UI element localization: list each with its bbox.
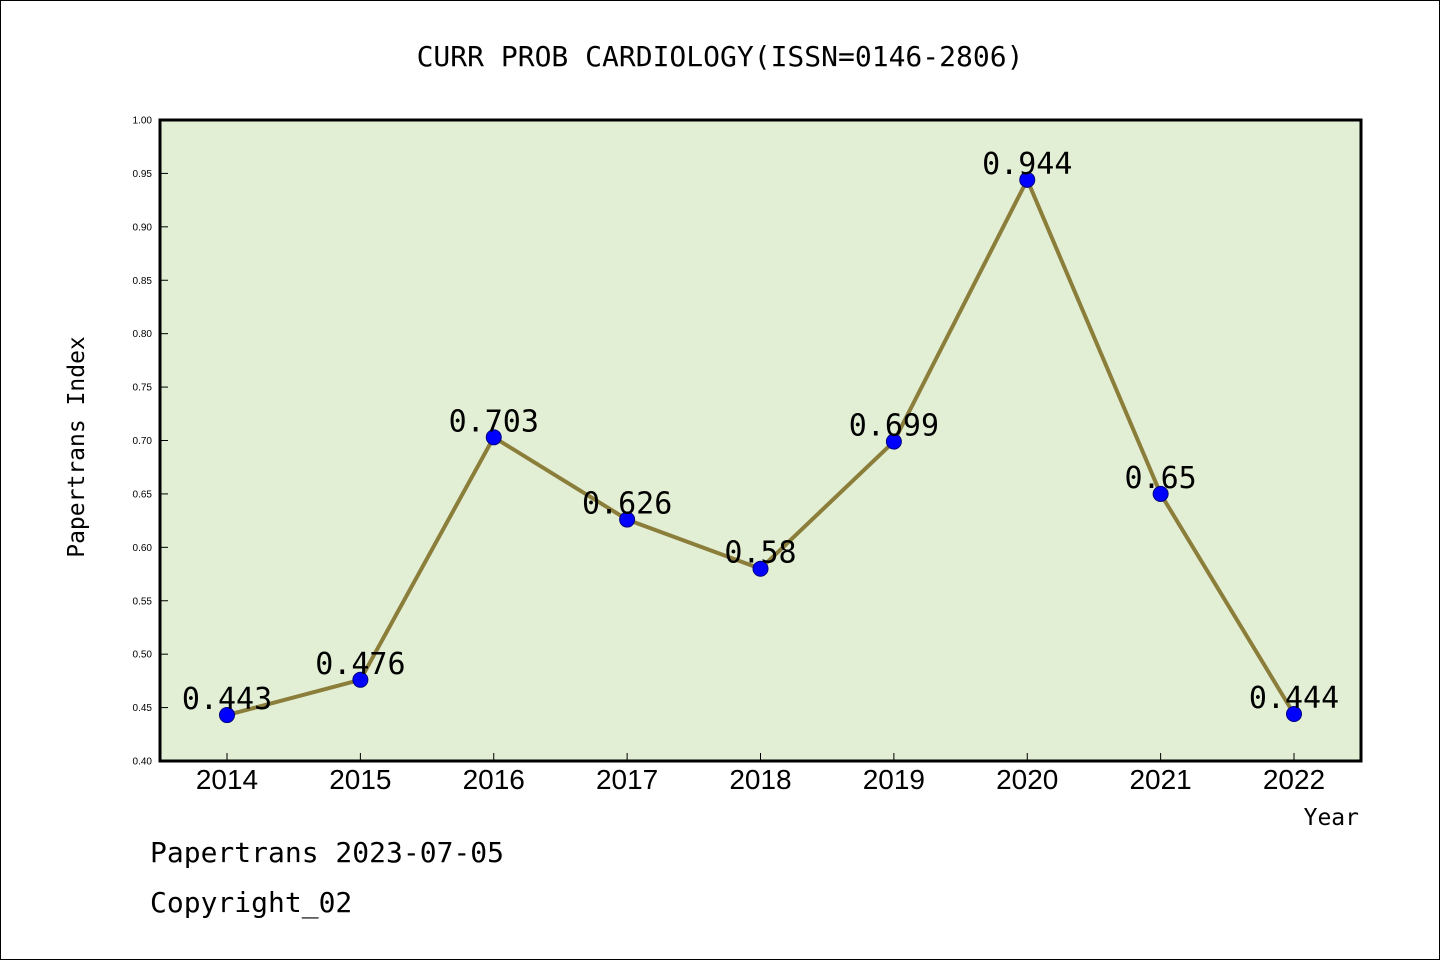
data-value-label: 0.58 — [724, 536, 796, 571]
x-tick-label: 2021 — [1129, 764, 1191, 795]
y-tick-label: 1.00 — [133, 116, 153, 127]
y-tick-label: 0.75 — [133, 383, 153, 394]
y-tick-label: 0.45 — [133, 703, 153, 714]
data-point-marker — [1019, 171, 1036, 188]
y-axis-label: Papertrans Index — [64, 336, 90, 558]
data-value-label: 0.65 — [1125, 461, 1197, 496]
x-tick-label: 2016 — [463, 764, 525, 795]
x-tick-label: 2014 — [196, 764, 258, 795]
plot-area — [160, 120, 1361, 761]
y-tick-label: 0.80 — [133, 329, 153, 340]
x-axis-label: Year — [1304, 805, 1359, 831]
data-point-marker — [619, 511, 636, 528]
y-tick-label: 0.65 — [133, 489, 153, 500]
data-point-marker — [485, 429, 502, 446]
data-point-marker — [752, 560, 769, 577]
y-tick-label: 0.90 — [133, 222, 153, 233]
x-tick-label: 2022 — [1263, 764, 1325, 795]
y-tick-label: 0.95 — [133, 169, 153, 180]
footer-date-text: Papertrans 2023-07-05 — [150, 836, 505, 869]
x-tick-label: 2019 — [863, 764, 925, 795]
data-value-label: 0.444 — [1249, 681, 1339, 716]
y-tick-label: 0.40 — [133, 757, 153, 768]
data-point-marker — [352, 671, 369, 688]
x-tick-label: 2017 — [596, 764, 658, 795]
data-point-marker — [219, 707, 235, 724]
data-point-marker — [885, 433, 902, 450]
chart-title: CURR PROB CARDIOLOGY(ISSN=0146-2806) — [417, 40, 1024, 73]
y-tick-label: 0.55 — [133, 596, 153, 607]
footer-copyright-text: Copyright_02 — [150, 886, 353, 919]
data-labels-group: 0.443 0.476 0.703 0.626 0.58 0.699 0.944 0.65 0.… — [182, 147, 1339, 717]
x-axis-ticks: 2014 2015 2016 2017 2018 2019 2020 2021 2022 — [196, 753, 1325, 795]
x-tick-label: 2020 — [996, 764, 1058, 795]
data-point-marker — [1152, 485, 1169, 502]
data-value-label: 0.944 — [982, 147, 1072, 182]
x-tick-label: 2018 — [729, 764, 791, 795]
x-tick-label: 2015 — [329, 764, 391, 795]
data-value-label: 0.703 — [449, 404, 539, 439]
data-value-label: 0.443 — [182, 682, 272, 717]
data-value-label: 0.626 — [582, 487, 672, 522]
plot-border — [158, 118, 1363, 763]
data-point-marker — [1286, 705, 1302, 722]
y-tick-label: 0.50 — [133, 650, 153, 661]
y-axis-ticks: 0.40 0.45 0.50 0.55 0.60 0.65 0.70 0.75 0.80 0.85… — [133, 116, 168, 768]
data-value-label: 0.699 — [849, 409, 939, 444]
series-line-group — [219, 171, 1302, 724]
y-tick-label: 0.60 — [133, 543, 153, 554]
data-value-label: 0.476 — [315, 647, 405, 682]
y-tick-label: 0.70 — [133, 436, 153, 447]
y-tick-label: 0.85 — [133, 276, 153, 287]
